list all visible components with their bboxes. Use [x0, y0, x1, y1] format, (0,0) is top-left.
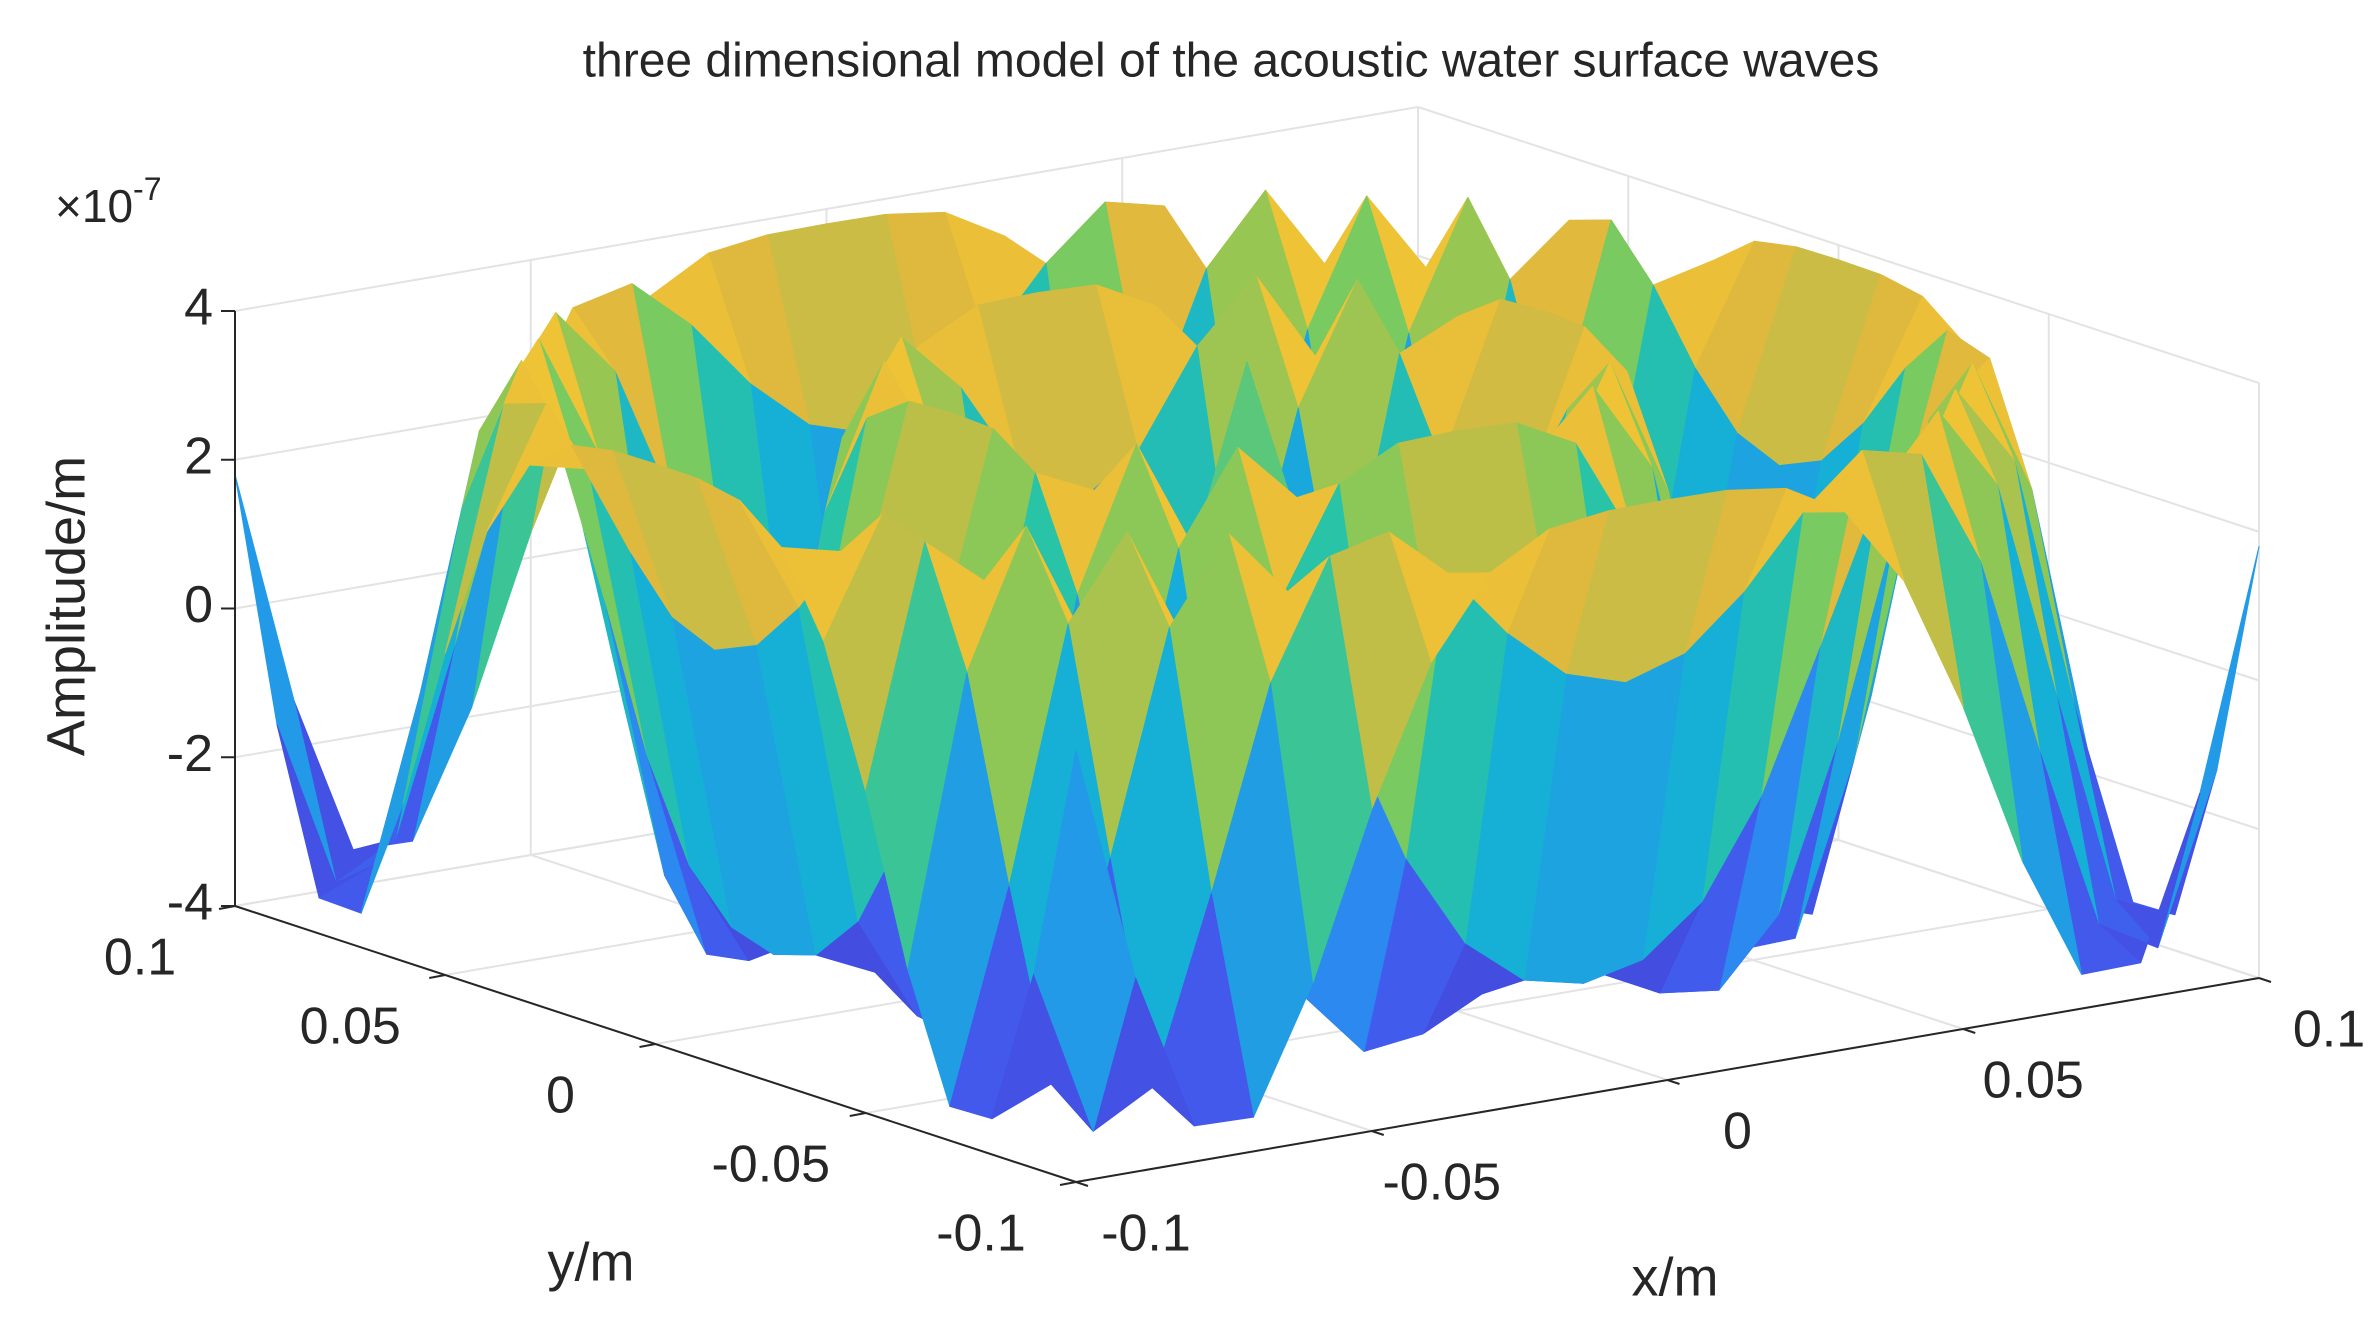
tick-mark	[1371, 1130, 1385, 1136]
y-axis-label: y/m	[548, 1232, 635, 1292]
y-tick-label: 0.05	[300, 998, 401, 1056]
y-tick-label: 0	[546, 1067, 575, 1125]
x-tick-label: 0.05	[1983, 1052, 2084, 1110]
tick-mark	[1075, 1181, 1089, 1187]
z-tick-label: -4	[167, 874, 213, 932]
x-tick-label: -0.05	[1382, 1154, 1501, 1212]
tick-mark	[1962, 1028, 1976, 1034]
grid-line	[234, 106, 1419, 312]
tick-mark	[1667, 1079, 1680, 1085]
x-axis-label: x/m	[1632, 1247, 1719, 1307]
surface-cell	[234, 474, 337, 884]
tick-mark	[1059, 1181, 1077, 1186]
tick-mark	[2258, 977, 2272, 983]
x-tick-label: 0	[1723, 1103, 1752, 1161]
y-tick-label: 0.1	[104, 929, 176, 987]
surface-cell	[1033, 750, 1136, 1132]
x-tick-label: -0.1	[1101, 1205, 1191, 1263]
tick-mark	[849, 1112, 866, 1117]
tick-mark	[429, 974, 446, 979]
y-tick-label: -0.05	[711, 1136, 830, 1194]
exponent-power: -7	[133, 171, 161, 207]
z-tick-label: 0	[184, 576, 213, 634]
exponent-base: ×10	[55, 180, 133, 232]
z-tick-label: 2	[184, 427, 213, 485]
z-tick-label: 4	[184, 279, 213, 337]
tick-mark	[639, 1043, 656, 1048]
grid-line	[1417, 106, 2260, 384]
x-tick-label: 0.1	[2293, 1001, 2365, 1059]
z-axis-label: Amplitude/m	[36, 456, 96, 756]
z-exponent: ×10-7	[55, 171, 161, 232]
z-tick-label: -2	[167, 725, 213, 783]
y-tick-label: -0.1	[936, 1205, 1026, 1263]
chart-title: three dimensional model of the acoustic …	[583, 35, 1880, 88]
